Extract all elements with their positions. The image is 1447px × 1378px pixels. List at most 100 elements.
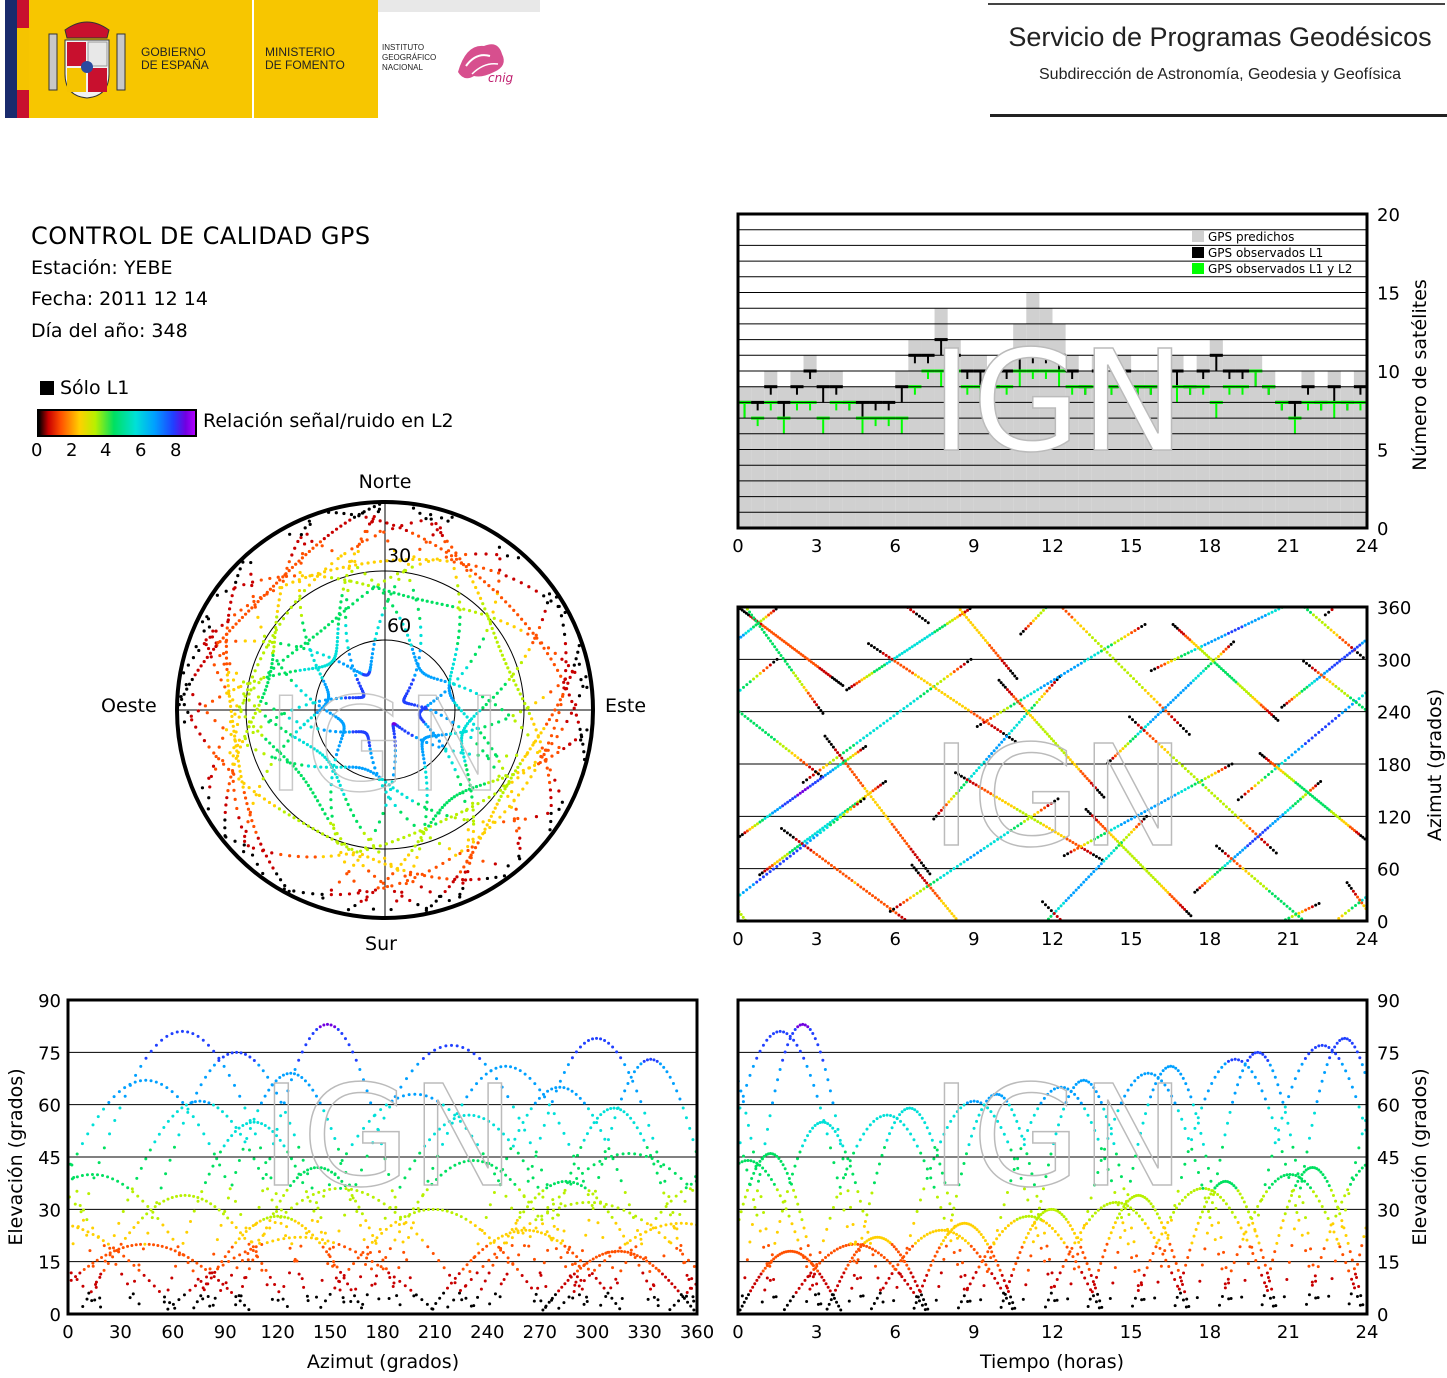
elevation-vs-azimuth-point bbox=[243, 1140, 247, 1144]
skyplot-track-point bbox=[315, 574, 320, 578]
skyplot-track-point bbox=[469, 877, 473, 882]
skyplot-track-point bbox=[500, 776, 505, 780]
skyplot-track-point bbox=[481, 695, 485, 699]
azimuth-vs-time-point bbox=[1180, 905, 1184, 909]
azimuth-vs-time-point bbox=[1221, 802, 1225, 806]
azimuth-vs-time-point bbox=[1169, 659, 1173, 663]
skyplot-track-point bbox=[268, 741, 272, 745]
skyplot-track-point bbox=[513, 719, 517, 723]
azimuth-vs-time-point bbox=[818, 768, 822, 772]
elevation-vs-azimuth-point bbox=[265, 1283, 269, 1287]
skyplot-track-point bbox=[324, 765, 329, 769]
elevation-vs-azimuth-point bbox=[672, 1303, 676, 1307]
skyplot-track-point bbox=[424, 706, 428, 711]
skyplot-track-point bbox=[320, 753, 325, 757]
skyplot-track-point bbox=[310, 539, 314, 544]
skyplot-track-point bbox=[464, 724, 468, 728]
skyplot-track-point bbox=[336, 841, 340, 845]
skyplot-track-point bbox=[227, 767, 231, 771]
elevation-vs-azimuth-point bbox=[157, 1132, 161, 1136]
skyplot-track-point bbox=[416, 662, 420, 666]
skyplot-track-point bbox=[481, 859, 485, 863]
azimuth-vs-time-point bbox=[981, 636, 985, 640]
elevation-vs-azimuth-point bbox=[78, 1271, 82, 1275]
azimuth-vs-time-point bbox=[867, 673, 871, 677]
page-subtitle: Subdirección de Astronomía, Geodesia y G… bbox=[1039, 66, 1401, 83]
azimuth-vs-time-point bbox=[1314, 903, 1318, 907]
skyplot-track-point bbox=[430, 875, 434, 879]
azimuth-vs-time-point bbox=[1074, 888, 1078, 892]
elevation-vs-azimuth-point bbox=[238, 1132, 242, 1136]
elevation-vs-azimuth-point bbox=[554, 1086, 558, 1090]
azimuth-vs-time-point bbox=[1216, 797, 1220, 801]
elevation-vs-azimuth-point bbox=[455, 1044, 459, 1048]
skyplot-track-point bbox=[308, 522, 312, 526]
skyplot-track-point bbox=[407, 833, 411, 837]
skyplot-track-point bbox=[341, 587, 345, 591]
skyplot-track-point bbox=[274, 722, 278, 727]
azimuth-vs-time-point bbox=[816, 772, 820, 776]
skyplot-track-point bbox=[224, 589, 228, 593]
skyplot-track-point bbox=[457, 629, 461, 633]
azimuth-vs-time-point bbox=[909, 608, 913, 612]
azimuth-vs-time-point bbox=[975, 628, 979, 632]
skyplot-track-point bbox=[402, 835, 406, 840]
azimuth-vs-time-point bbox=[1012, 702, 1016, 706]
skyplot-track-point bbox=[337, 660, 341, 664]
azimuth-vs-time-y-tick-label: 360 bbox=[1377, 598, 1411, 619]
skyplot-track-point bbox=[497, 644, 501, 649]
elevation-vs-azimuth-point bbox=[248, 1055, 252, 1059]
skyplot-track-point bbox=[403, 628, 408, 632]
skyplot-track-point bbox=[348, 579, 352, 583]
azimuth-vs-time-point bbox=[1111, 656, 1115, 660]
skyplot-track-point bbox=[331, 713, 335, 717]
elevation-vs-azimuth-point bbox=[71, 1224, 75, 1228]
azimuth-vs-time-point bbox=[894, 828, 898, 832]
elevation-vs-azimuth-point bbox=[581, 1179, 585, 1183]
skyplot-track-point bbox=[249, 560, 253, 565]
azimuth-vs-time-point bbox=[1134, 680, 1138, 684]
elevation-vs-azimuth-point bbox=[139, 1166, 143, 1170]
skyplot-track-point bbox=[356, 565, 360, 570]
azimuth-vs-time-point bbox=[1274, 851, 1278, 855]
skyplot-track-point bbox=[335, 831, 339, 836]
skyplot-track-point bbox=[194, 645, 198, 649]
azimuth-vs-time-point bbox=[1186, 786, 1190, 790]
elevation-vs-azimuth-point bbox=[108, 1246, 112, 1250]
elevation-vs-azimuth-point bbox=[644, 1256, 648, 1260]
elevation-vs-azimuth-point bbox=[468, 1270, 472, 1274]
skyplot-track-point bbox=[267, 720, 271, 724]
skyplot-track-point bbox=[421, 750, 425, 754]
elevation-vs-azimuth-point bbox=[572, 1180, 576, 1184]
skyplot-track-point bbox=[272, 707, 276, 711]
azimuth-vs-time-point bbox=[875, 668, 879, 672]
elevation-vs-azimuth-point bbox=[226, 1052, 230, 1056]
skyplot-track-point bbox=[535, 750, 540, 755]
azimuth-vs-time-point bbox=[935, 682, 939, 686]
skyplot-track-point bbox=[471, 840, 476, 844]
elevation-vs-azimuth-point bbox=[232, 1256, 236, 1260]
azimuth-vs-time-point bbox=[798, 680, 802, 684]
predicted-bar bbox=[1013, 323, 1027, 528]
azimuth-vs-time-point bbox=[867, 792, 871, 796]
skyplot-track-point bbox=[450, 696, 454, 700]
azimuth-vs-time-point bbox=[821, 857, 825, 861]
azimuth-vs-time-point bbox=[1300, 744, 1304, 748]
elevation-vs-azimuth-point bbox=[156, 1216, 160, 1220]
skyplot-track-point bbox=[461, 878, 465, 882]
skyplot-track-point bbox=[458, 892, 462, 896]
azimuth-vs-time-point bbox=[1114, 659, 1118, 663]
azimuth-vs-time-point bbox=[887, 655, 891, 659]
skyplot-track-point bbox=[418, 649, 422, 653]
azimuth-vs-time-point bbox=[869, 795, 873, 799]
elevation-vs-azimuth-point bbox=[572, 1154, 576, 1158]
ministry-line-2: DE FOMENTO bbox=[265, 58, 345, 72]
elevation-vs-azimuth-y-tick-label: 45 bbox=[38, 1148, 61, 1169]
skyplot-track-point bbox=[226, 618, 230, 622]
elevation-vs-azimuth-point bbox=[537, 1192, 541, 1196]
skyplot-track-point bbox=[252, 704, 257, 708]
elevation-vs-azimuth-point bbox=[642, 1059, 646, 1063]
skyplot-track-point bbox=[317, 704, 321, 708]
skyplot-track-point bbox=[311, 546, 315, 550]
elevation-vs-azimuth-x-tick-label: 300 bbox=[575, 1322, 609, 1343]
